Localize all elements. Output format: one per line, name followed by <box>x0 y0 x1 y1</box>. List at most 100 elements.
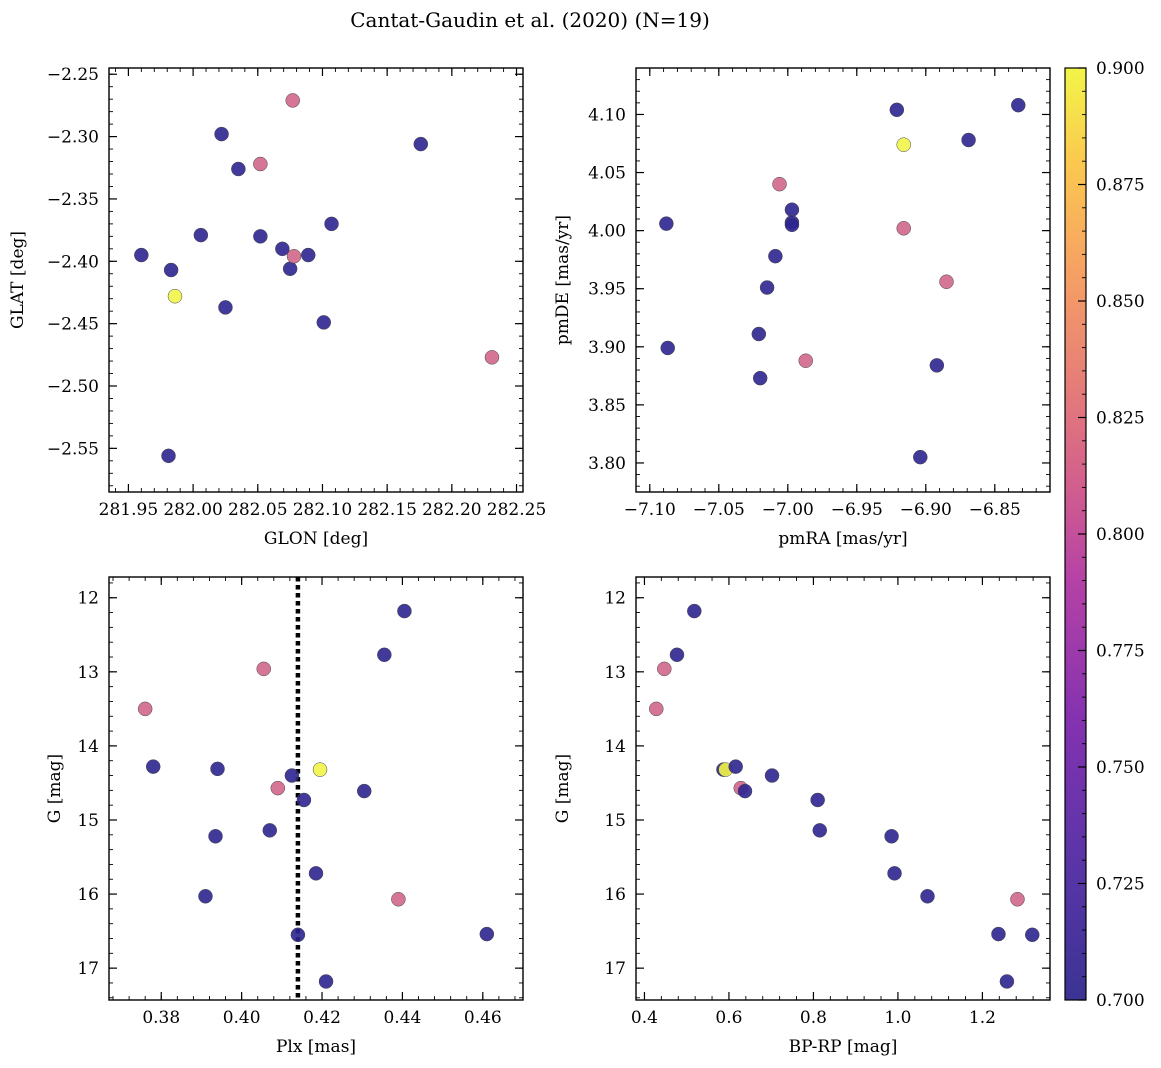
axes-frame <box>635 576 1051 1001</box>
axes-frame <box>108 67 524 493</box>
x-tick-label: 0.42 <box>303 1008 341 1028</box>
data-point <box>884 829 899 844</box>
data-point <box>145 759 161 774</box>
data-point <box>318 974 334 989</box>
y-axis-label: GLAT [deg] <box>8 231 28 329</box>
y-tick-label: 17 <box>77 959 99 979</box>
data-point <box>282 261 298 277</box>
data-point <box>214 126 229 142</box>
x-tick-label: 0.6 <box>715 1008 742 1028</box>
data-point <box>920 889 935 904</box>
y-tick-label: 4.10 <box>588 105 626 125</box>
data-point <box>391 892 406 907</box>
data-point <box>256 661 271 677</box>
data-point <box>479 926 495 942</box>
data-point <box>669 647 685 663</box>
data-point <box>210 761 225 777</box>
data-point <box>939 274 954 289</box>
y-tick-label: 16 <box>77 885 99 905</box>
x-tick-label: 1.0 <box>884 1008 911 1028</box>
x-tick-label: 282.15 <box>357 500 416 520</box>
colorbar-tick-label: 0.900 <box>1096 59 1145 79</box>
colorbar-tick-label: 0.825 <box>1096 409 1145 429</box>
data-point <box>324 216 339 232</box>
data-point <box>208 829 223 844</box>
x-tick-label: 282.20 <box>422 500 481 520</box>
data-point <box>784 202 800 217</box>
data-point <box>253 156 268 172</box>
y-tick-label: 3.90 <box>588 338 626 358</box>
data-point <box>308 866 324 881</box>
y-tick-label: −2.40 <box>47 252 99 272</box>
data-point <box>1010 892 1025 907</box>
x-tick-label: 0.40 <box>223 1008 261 1028</box>
data-point <box>262 823 278 838</box>
data-point <box>798 353 813 368</box>
x-axis-label: Plx [mas] <box>276 1037 356 1057</box>
data-point <box>296 792 312 808</box>
y-axis-label: G [mag] <box>553 754 573 823</box>
data-point <box>649 701 664 717</box>
colorbar-tick-label: 0.725 <box>1096 875 1145 895</box>
data-point <box>231 161 246 177</box>
data-point <box>253 229 268 244</box>
x-tick-label: 0.46 <box>464 1008 502 1028</box>
x-tick-label: 0.38 <box>142 1008 180 1028</box>
data-point <box>889 102 905 118</box>
y-tick-label: −2.25 <box>47 65 99 85</box>
x-axis-label: BP-RP [mag] <box>789 1037 898 1057</box>
data-point <box>1011 97 1026 113</box>
data-point <box>134 247 149 263</box>
data-point <box>161 448 176 464</box>
x-tick-label: 282.25 <box>487 500 546 520</box>
y-tick-label: 15 <box>604 811 626 831</box>
colorbar-tick-label: 0.875 <box>1096 176 1145 196</box>
x-tick-label: 282.05 <box>228 500 287 520</box>
y-tick-label: 14 <box>604 737 626 757</box>
data-point <box>810 792 825 808</box>
x-tick-label: 0.44 <box>383 1008 421 1028</box>
data-point <box>764 768 780 783</box>
data-point <box>484 350 500 365</box>
y-tick-label: −2.50 <box>47 377 99 397</box>
y-tick-label: 3.80 <box>588 454 626 474</box>
y-tick-label: −2.55 <box>47 439 99 459</box>
y-tick-label: −2.35 <box>47 190 99 210</box>
y-axis-label: pmDE [mas/yr] <box>553 215 573 345</box>
axes-frame <box>108 576 524 1001</box>
x-tick-label: −6.90 <box>900 500 952 520</box>
x-tick-label: −7.00 <box>762 500 814 520</box>
colorbar-tick-label: 0.850 <box>1096 292 1145 312</box>
y-axis-label: G [mag] <box>45 754 65 823</box>
data-point <box>991 926 1006 942</box>
panel-bprp-g: 0.4 0.6 0.8 1.0 1.2 12 13 14 15 16 17 BP-RP [mag] G … <box>553 576 1051 1057</box>
data-point <box>913 449 928 465</box>
y-tick-label: 15 <box>77 811 99 831</box>
colorbar-tick-label: 0.700 <box>1096 991 1145 1011</box>
data-point <box>887 866 902 881</box>
data-point <box>961 132 976 148</box>
colorbar-tick-label: 0.750 <box>1096 758 1145 778</box>
data-point <box>896 221 911 236</box>
x-tick-label: −7.05 <box>693 500 745 520</box>
data-point <box>657 661 672 677</box>
data-point <box>659 216 674 231</box>
axes-frame <box>635 67 1051 493</box>
panel-pmra-pmde: −7.10 −7.05 −7.00 −6.95 −6.90 −6.85 3.80 3.85 3.… <box>553 67 1051 549</box>
minor-ticks <box>109 68 523 492</box>
data-point <box>163 262 179 278</box>
y-tick-label: 4.05 <box>588 164 626 184</box>
data-point <box>687 603 702 619</box>
x-axis-label: pmRA [mas/yr] <box>778 529 907 549</box>
panel-plx-g: 0.38 0.40 0.42 0.44 0.46 12 13 14 15 16 17 Plx [mas… <box>45 576 524 1057</box>
y-tick-label: 13 <box>604 663 626 683</box>
x-tick-label: −6.85 <box>969 500 1021 520</box>
y-tick-label: 14 <box>77 737 99 757</box>
colorbar-tick-label: 0.800 <box>1096 525 1145 545</box>
data-point <box>300 247 316 263</box>
x-tick-label: 1.2 <box>969 1008 996 1028</box>
minor-ticks <box>635 67 1051 492</box>
data-point <box>286 249 302 264</box>
data-point <box>377 647 392 663</box>
y-tick-label: 17 <box>604 959 626 979</box>
